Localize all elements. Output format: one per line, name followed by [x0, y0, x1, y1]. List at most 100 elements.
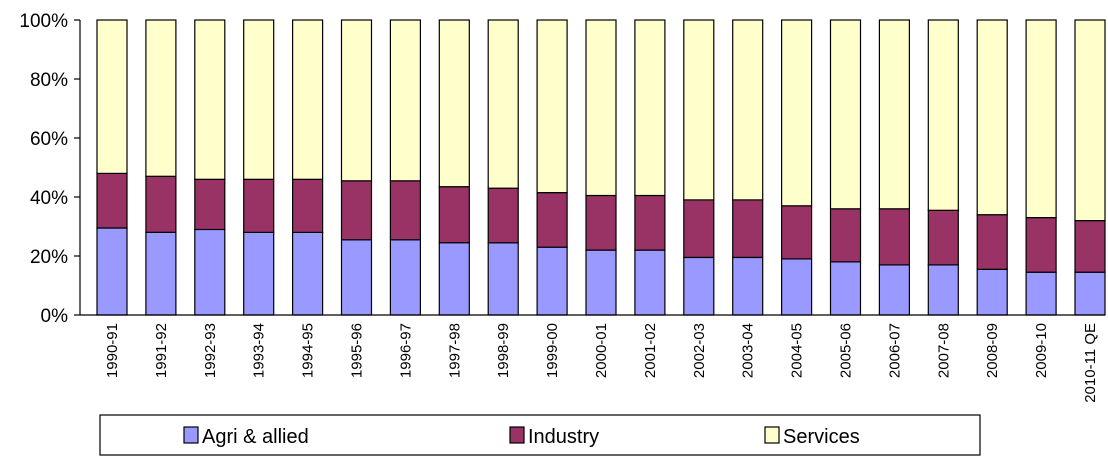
x-tick-label: 2004-05 — [789, 323, 806, 378]
bar-segment-agri — [536, 246, 568, 316]
bar-segment-services — [340, 19, 373, 182]
bar-segment-agri — [732, 256, 764, 316]
x-tick-label: 1996-97 — [397, 323, 414, 378]
bar-segment-industry — [732, 199, 764, 258]
bar-segment-services — [536, 19, 568, 194]
x-tick-label: 2000-01 — [593, 323, 610, 378]
bar-segment-industry — [1025, 217, 1057, 273]
y-axis: 0% 20% 40% 60% 80% 100% — [19, 11, 81, 327]
x-tick-label: 2008-09 — [984, 323, 1001, 378]
bar-segment-industry — [829, 208, 862, 263]
bar-segment-industry — [389, 180, 421, 241]
bar-segment-services — [487, 19, 519, 189]
bar-segment-agri — [145, 231, 177, 316]
bar-segment-agri — [194, 228, 226, 316]
bar-segment-services — [585, 19, 617, 197]
bar-segment-services — [145, 19, 177, 177]
y-tick-label: 40% — [30, 188, 68, 209]
bar-segment-agri — [683, 256, 715, 316]
bar-segment-agri — [585, 249, 617, 316]
bar-segment-agri — [829, 261, 862, 316]
legend-label-agri: Agri & allied — [202, 426, 309, 448]
x-tick-label: 2006-07 — [886, 323, 903, 378]
legend: Agri & allied Industry Services — [99, 414, 981, 456]
bar-segment-agri — [1025, 271, 1057, 316]
bar-segment-industry — [487, 187, 519, 244]
bar-segment-industry — [1074, 220, 1106, 273]
bar-segment-agri — [878, 264, 911, 316]
bar-segment-industry — [585, 194, 617, 251]
bar-segment-services — [243, 19, 275, 180]
x-tick-label: 1992-93 — [202, 323, 219, 378]
bar-segment-industry — [976, 214, 1008, 270]
bars — [96, 19, 1106, 316]
bar-segment-industry — [927, 209, 959, 266]
x-tick-label: 1995-96 — [349, 323, 366, 378]
bar-segment-agri — [780, 258, 813, 316]
x-tick-label: 2010-11 QE — [1082, 323, 1099, 403]
bar-segment-services — [976, 19, 1008, 216]
y-tick-label: 20% — [30, 247, 68, 268]
x-axis: 1990-91 1991-92 1992-93 1993-94 1994-95 1995-… — [80, 314, 1105, 403]
bar-segment-agri — [243, 231, 275, 316]
bar-segment-industry — [194, 178, 226, 231]
bar-segment-agri — [438, 242, 470, 316]
x-tick-label: 1994-95 — [300, 323, 317, 378]
bar-segment-industry — [292, 178, 324, 234]
bar-segment-agri — [976, 268, 1008, 316]
bar-segment-industry — [243, 178, 275, 234]
x-tick-label: 2002-03 — [691, 323, 708, 378]
bar-segment-services — [732, 19, 764, 201]
bar-segment-services — [389, 19, 421, 182]
bar-segment-industry — [145, 175, 177, 233]
y-tick-label: 60% — [30, 129, 68, 150]
bar-segment-services — [194, 19, 226, 180]
x-tick-label: 2007-08 — [935, 323, 952, 378]
bar-segment-agri — [634, 249, 666, 316]
x-tick-label: 1998-99 — [495, 323, 512, 378]
bar-segment-agri — [487, 242, 519, 316]
bar-segment-services — [438, 19, 470, 188]
bar-segment-services — [878, 19, 911, 210]
x-tick-label: 2003-04 — [740, 323, 757, 378]
bar-segment-services — [1025, 19, 1057, 219]
y-tick-label: 80% — [30, 70, 68, 91]
legend-label-services: Services — [783, 426, 860, 448]
bar-segment-industry — [878, 208, 911, 266]
bar-segment-industry — [536, 192, 568, 248]
bar-segment-services — [927, 19, 959, 211]
legend-swatch-industry — [509, 426, 525, 444]
bar-segment-agri — [340, 239, 373, 316]
bar-segment-industry — [340, 180, 373, 241]
x-tick-label: 2005-06 — [838, 323, 855, 378]
bar-segment-agri — [292, 231, 324, 316]
x-tick-label: 2009-10 — [1033, 323, 1050, 378]
legend-swatch-agri — [183, 426, 199, 444]
bar-segment-industry — [634, 194, 666, 251]
bar-segment-industry — [683, 199, 715, 258]
bar-segment-industry — [780, 205, 813, 260]
bar-segment-agri — [1074, 271, 1106, 316]
bar-segment-services — [96, 19, 128, 174]
bar-segment-services — [634, 19, 666, 197]
x-tick-label: 1991-92 — [153, 323, 170, 378]
bar-segment-services — [780, 19, 813, 207]
bar-segment-agri — [389, 239, 421, 316]
bar-segment-industry — [438, 186, 470, 244]
bar-segment-industry — [96, 172, 128, 229]
x-tick-label: 1993-94 — [251, 323, 268, 378]
x-tick-label: 2001-02 — [642, 323, 659, 378]
legend-swatch-services — [764, 426, 780, 444]
bar-segment-services — [292, 19, 324, 180]
bar-segment-agri — [96, 227, 128, 316]
legend-box — [99, 414, 981, 456]
x-tick-label: 1999-00 — [544, 323, 561, 378]
bar-segment-agri — [927, 264, 959, 316]
x-tick-label: 1997-98 — [446, 323, 463, 378]
legend-label-industry: Industry — [528, 426, 599, 448]
bar-segment-services — [829, 19, 862, 210]
y-tick-label: 100% — [19, 11, 68, 32]
bar-segment-services — [683, 19, 715, 201]
x-tick-label: 1990-91 — [104, 323, 121, 378]
